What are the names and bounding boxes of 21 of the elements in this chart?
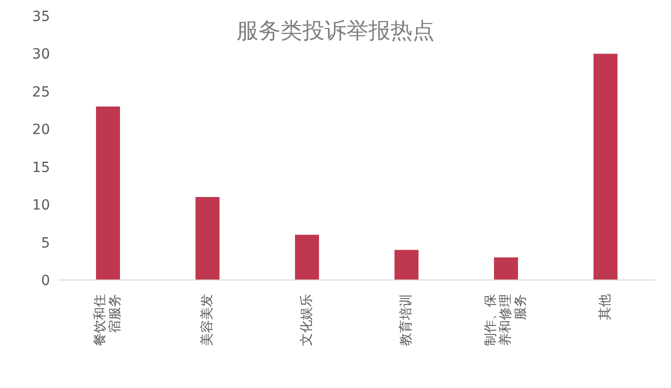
y-tick-label: 35 bbox=[32, 8, 50, 25]
bar bbox=[494, 257, 518, 280]
x-tick-label: 文化娱乐 bbox=[299, 294, 314, 346]
bar bbox=[594, 54, 618, 280]
bar bbox=[295, 234, 319, 280]
bar bbox=[96, 106, 120, 280]
y-tick-label: 5 bbox=[41, 235, 50, 252]
x-tick-label: 其他 bbox=[598, 294, 613, 320]
x-tick-label: 制作、保养和修理服务 bbox=[483, 294, 528, 346]
chart-title: 服务类投诉举报热点 bbox=[236, 19, 434, 44]
y-tick-label: 20 bbox=[32, 122, 50, 138]
y-tick-label: 15 bbox=[32, 160, 50, 176]
bar bbox=[394, 250, 418, 280]
y-tick-label: 25 bbox=[32, 84, 50, 100]
bar bbox=[196, 197, 220, 280]
x-tick-label: 餐饮和住宿服务 bbox=[92, 294, 123, 346]
y-tick-label: 10 bbox=[32, 198, 50, 214]
y-tick-label: 30 bbox=[32, 46, 50, 63]
y-tick-label: 0 bbox=[41, 272, 50, 289]
x-tick-label: 美容美发 bbox=[198, 294, 215, 346]
x-tick-label: 教育培训 bbox=[398, 294, 414, 346]
